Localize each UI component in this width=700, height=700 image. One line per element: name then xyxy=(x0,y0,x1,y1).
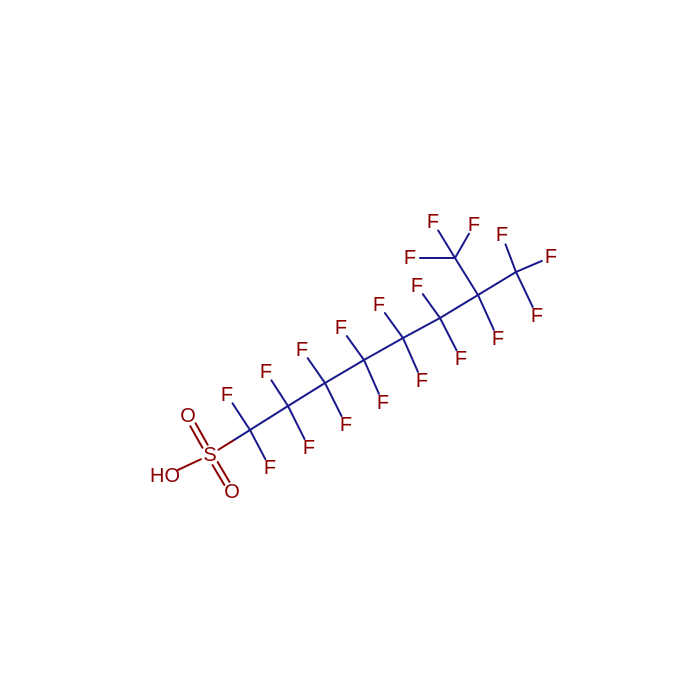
bond xyxy=(458,294,479,308)
bond xyxy=(240,415,251,431)
bonds xyxy=(176,229,543,486)
bond xyxy=(363,348,385,361)
bond xyxy=(515,271,526,291)
bond xyxy=(287,393,308,407)
bond xyxy=(287,405,298,424)
bond xyxy=(509,257,517,273)
bond xyxy=(454,244,464,259)
atom-label: F xyxy=(496,224,508,246)
atom-label: F xyxy=(427,211,439,233)
bond xyxy=(195,435,204,449)
atom-label: F xyxy=(373,294,385,316)
atom-label: O xyxy=(224,481,240,503)
atom-label: F xyxy=(221,384,233,406)
atom-label: F xyxy=(340,414,352,436)
atom-label: F xyxy=(260,361,272,383)
bond xyxy=(231,402,243,418)
atom-label: F xyxy=(455,348,467,370)
bond xyxy=(211,464,220,477)
bond xyxy=(315,369,326,384)
bond xyxy=(332,398,343,418)
atom-label: HO xyxy=(150,465,180,487)
bond xyxy=(402,327,423,339)
atom-label: F xyxy=(296,339,308,361)
bond xyxy=(305,382,326,396)
bond xyxy=(200,433,209,446)
bond xyxy=(439,305,460,319)
bond xyxy=(392,324,404,339)
atom-label: F xyxy=(468,214,480,236)
bond xyxy=(268,405,289,419)
atom-label: F xyxy=(404,247,416,269)
bond xyxy=(278,392,289,407)
bond xyxy=(249,417,270,431)
atom-label: F xyxy=(492,328,504,350)
bond xyxy=(216,461,225,473)
bond xyxy=(363,359,373,378)
atom-label: F xyxy=(416,370,428,392)
bond xyxy=(527,259,543,268)
bond xyxy=(484,311,495,331)
bond xyxy=(233,429,251,441)
bond xyxy=(270,379,281,395)
bond xyxy=(370,375,380,395)
bond xyxy=(496,271,517,285)
bond xyxy=(437,229,448,246)
bond xyxy=(409,353,419,373)
bond xyxy=(465,275,479,296)
bond xyxy=(477,294,487,314)
bond xyxy=(354,347,365,361)
bond xyxy=(447,333,458,352)
atom-label: F xyxy=(303,437,315,459)
bond xyxy=(306,357,318,372)
bond xyxy=(222,470,231,483)
atom-label: F xyxy=(411,275,423,297)
bond xyxy=(249,429,259,446)
atom-label: S xyxy=(203,444,216,466)
bond xyxy=(439,317,450,336)
bond xyxy=(189,425,198,438)
bond xyxy=(194,422,203,436)
bond xyxy=(324,382,335,401)
bond xyxy=(420,317,441,329)
bond xyxy=(504,243,512,260)
bond xyxy=(383,312,395,327)
bond xyxy=(188,458,202,466)
bond xyxy=(421,293,433,308)
bond xyxy=(176,463,191,472)
atom-label: F xyxy=(545,246,557,268)
bond xyxy=(256,443,267,461)
bond xyxy=(430,305,441,319)
bond xyxy=(324,370,346,384)
atom-label: F xyxy=(377,392,389,414)
bond xyxy=(382,337,404,350)
bond xyxy=(461,232,471,247)
bond xyxy=(295,421,306,441)
bond xyxy=(217,438,236,451)
bond xyxy=(445,243,456,259)
bond xyxy=(402,337,412,356)
bond xyxy=(343,359,365,373)
bond xyxy=(477,282,498,296)
bond xyxy=(523,288,534,308)
atom-label: O xyxy=(180,405,196,427)
bond xyxy=(345,335,357,350)
atom-label: F xyxy=(531,305,543,327)
bond xyxy=(454,257,468,278)
bond xyxy=(515,265,530,273)
atom-label: F xyxy=(264,457,276,479)
bond xyxy=(217,474,226,486)
atom-label: F xyxy=(335,317,347,339)
